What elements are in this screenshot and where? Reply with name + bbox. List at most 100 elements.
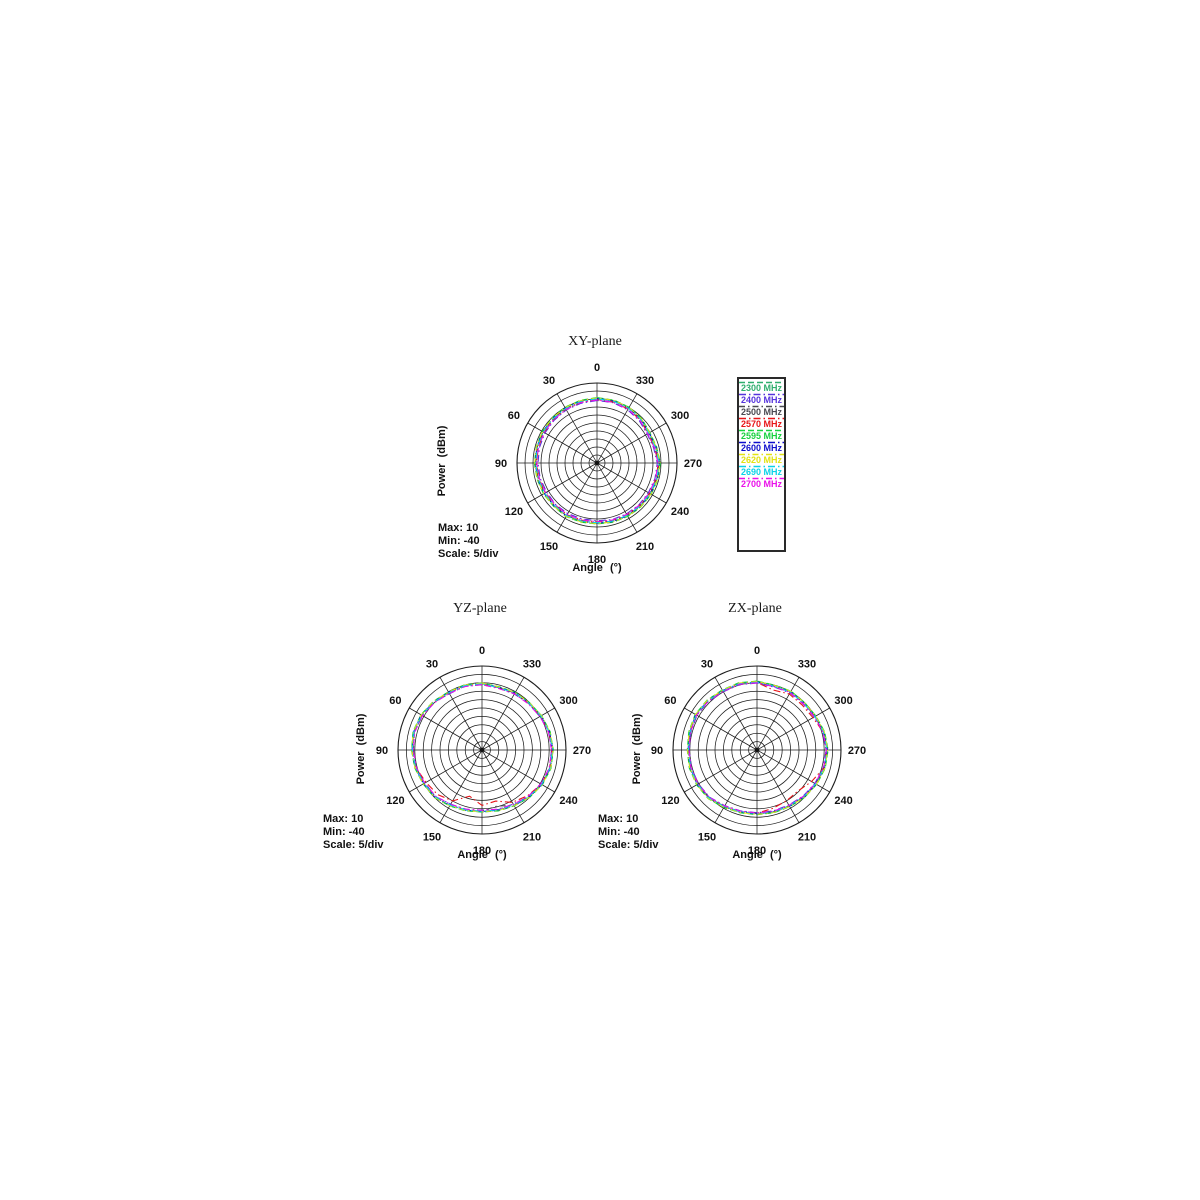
grid-spoke <box>556 462 598 533</box>
series-curve-2690-mhz <box>411 683 553 812</box>
angle-tick-label: 210 <box>523 832 541 844</box>
angle-tick-label: 330 <box>636 375 654 387</box>
scale-label: Scale: 5/div <box>438 548 499 560</box>
grid-spoke <box>756 707 830 751</box>
annotations-yz: Max: 10 Min: -40 Scale: 5/div <box>323 813 384 852</box>
ylabel-zx: Power (dBm) <box>631 713 643 785</box>
angle-tick-label: 90 <box>376 745 388 757</box>
angle-tick-label: 270 <box>684 458 702 470</box>
series-curve-2700-mhz <box>536 399 659 523</box>
legend-label: 2300 MHz <box>740 383 783 393</box>
angle-tick-label: 180 <box>588 554 606 566</box>
grid-spoke <box>481 749 555 793</box>
angle-tick-label: 30 <box>701 658 713 670</box>
center-dot <box>479 747 485 753</box>
series-curve-2620-mhz <box>687 680 829 815</box>
series-curve-2400-mhz <box>688 682 827 814</box>
max-label: Max: 10 <box>323 813 364 825</box>
grid-spoke <box>714 749 758 823</box>
scale-label: Scale: 5/div <box>323 839 384 851</box>
legend: 2300 MHz 2400 MHz 2500 MHz 2570 MHz 2595 MHz… <box>737 377 786 552</box>
series-curve-2700-mhz <box>412 684 553 811</box>
grid-spoke <box>596 462 638 533</box>
chart-title-xy: XY-plane <box>568 334 622 349</box>
angle-tick-label: 0 <box>754 645 760 657</box>
angle-tick-label: 90 <box>495 458 507 470</box>
legend-item-2500-mhz: 2500 MHz <box>739 405 784 417</box>
angle-tick-label: 150 <box>698 832 716 844</box>
legend-label: 2500 MHz <box>740 407 783 417</box>
min-label: Min: -40 <box>323 826 365 838</box>
center-dot <box>594 460 600 466</box>
angle-tick-label: 30 <box>543 375 555 387</box>
legend-label: 2595 MHz <box>740 431 783 441</box>
legend-item-2400-mhz: 2400 MHz <box>739 393 784 405</box>
angle-tick-label: 150 <box>423 832 441 844</box>
grid-spoke <box>527 422 598 464</box>
series-curve-2400-mhz <box>537 399 658 522</box>
annotations-xy: Max: 10 Min: -40 Scale: 5/div <box>438 522 499 561</box>
grid-spoke <box>684 749 758 793</box>
angle-tick-label: 120 <box>505 506 523 518</box>
legend-label: 2690 MHz <box>740 467 783 477</box>
polar-chart-yz: 0 30 60 90 120 150 180 210 240 270 300 330 <box>376 645 591 857</box>
chart-title-yz: YZ-plane <box>453 601 507 616</box>
scale-label: Scale: 5/div <box>598 839 659 851</box>
grid-spoke <box>596 462 667 504</box>
ylabel-yz: Power (dBm) <box>355 713 367 785</box>
grid-spoke <box>756 677 800 751</box>
xlabel-yz: Angle (°) <box>457 849 507 861</box>
legend-line-sample <box>739 381 784 384</box>
grid-spoke <box>596 422 667 464</box>
series-curve-2620-mhz <box>534 397 661 525</box>
series-curve-2700-mhz <box>688 682 827 814</box>
angle-tick-label: 60 <box>664 695 676 707</box>
max-label: Max: 10 <box>598 813 639 825</box>
angle-tick-label: 120 <box>661 795 679 807</box>
legend-line-sample <box>739 405 784 408</box>
legend-item-2570-mhz: 2570 MHz <box>739 417 784 429</box>
angle-tick-label: 210 <box>798 832 816 844</box>
grid-spoke <box>481 677 525 751</box>
grid-spoke <box>527 462 598 504</box>
angle-tick-label: 240 <box>671 506 689 518</box>
angle-tick-label: 300 <box>671 410 689 422</box>
angle-tick-label: 30 <box>426 658 438 670</box>
polar-chart-xy: 0 30 60 90 120 150 180 210 240 270 300 330 <box>495 362 702 566</box>
legend-item-2700-mhz: 2700 MHz <box>739 477 784 489</box>
max-label: Max: 10 <box>438 522 479 534</box>
series-curve-2690-mhz <box>535 398 660 524</box>
polar-chart-zx: 0 30 60 90 120 150 180 210 240 270 300 330 <box>651 645 866 857</box>
angle-tick-label: 330 <box>523 658 541 670</box>
series-curve-2690-mhz <box>687 681 828 815</box>
grid-spoke <box>439 749 483 823</box>
grid-spoke <box>409 707 483 751</box>
grid-spoke <box>556 393 598 464</box>
grid-spoke <box>409 749 483 793</box>
angle-tick-label: 60 <box>389 695 401 707</box>
legend-label: 2620 MHz <box>740 455 783 465</box>
chart-title-zx: ZX-plane <box>728 601 782 616</box>
angle-tick-label: 180 <box>748 845 766 857</box>
angle-tick-label: 300 <box>834 695 852 707</box>
xlabel-xy: Angle (°) <box>572 562 622 574</box>
legend-item-2300-mhz: 2300 MHz <box>739 381 784 393</box>
min-label: Min: -40 <box>598 826 640 838</box>
xlabel-zx: Angle (°) <box>732 849 782 861</box>
legend-line-sample <box>739 453 784 456</box>
grid-spoke <box>756 749 800 823</box>
angle-tick-label: 270 <box>848 745 866 757</box>
grid-spoke <box>756 749 830 793</box>
angle-tick-label: 210 <box>636 541 654 553</box>
series-curve-2570-mhz <box>688 681 828 814</box>
legend-label: 2600 MHz <box>740 443 783 453</box>
legend-label: 2570 MHz <box>740 419 783 429</box>
legend-item-2690-mhz: 2690 MHz <box>739 465 784 477</box>
angle-tick-label: 60 <box>508 410 520 422</box>
angle-tick-label: 300 <box>559 695 577 707</box>
angle-tick-label: 270 <box>573 745 591 757</box>
ylabel-xy: Power (dBm) <box>436 425 448 497</box>
grid-spoke <box>481 707 555 751</box>
angle-tick-label: 240 <box>834 795 852 807</box>
